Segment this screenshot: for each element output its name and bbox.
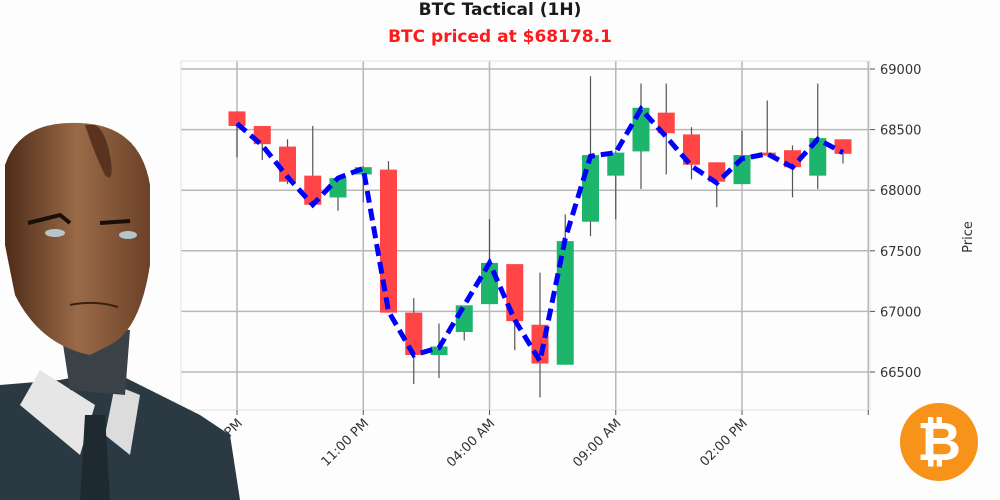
y-tick-label: 67000: [880, 305, 921, 320]
x-tick-label: 11:00 PM: [319, 416, 372, 469]
chart-title: BTC Tactical (1H): [418, 0, 582, 20]
candle: [304, 125, 322, 205]
candle-body: [354, 167, 372, 175]
y-axis-label: Price: [961, 221, 976, 253]
y-tick-label: 66500: [880, 366, 921, 381]
candle: [430, 323, 448, 379]
candle-body: [758, 152, 776, 156]
price-subtitle: BTC priced at $68178.1: [388, 27, 612, 47]
candle: [607, 151, 625, 220]
candle-body: [405, 312, 423, 356]
x-tick-label: 04:00 AM: [444, 416, 498, 470]
candle-body: [607, 152, 625, 176]
candle: [632, 83, 650, 189]
candle-body: [708, 162, 726, 182]
y-tick-label: 69000: [880, 63, 921, 78]
candle: [657, 83, 675, 175]
candle-body: [228, 111, 246, 126]
candle: [683, 127, 700, 180]
x-tick-label: 02:00 PM: [697, 416, 750, 469]
candle-body: [582, 155, 599, 222]
bitcoin-logo-icon: ₿: [900, 403, 978, 481]
x-tick-label: 09:00 AM: [570, 416, 624, 470]
candle-body: [380, 169, 397, 313]
robot-businessman-avatar: [0, 122, 240, 500]
close-price-line: [235, 104, 845, 368]
candle: [758, 100, 776, 156]
candle-body: [657, 112, 675, 134]
candle-body: [279, 146, 296, 182]
candle: [809, 83, 827, 189]
candle: [556, 214, 574, 365]
y-tick-label: 68000: [880, 184, 921, 199]
candle-body: [556, 241, 574, 365]
candle: [354, 165, 372, 203]
y-axis: 66500 67000 67500 68000 68500 69000: [870, 63, 921, 381]
candle-body: [834, 139, 852, 154]
candle: [329, 178, 347, 211]
plot-frame: [180, 60, 871, 411]
candle-body: [430, 346, 448, 356]
chart-grid: [181, 61, 870, 410]
candle: [405, 298, 423, 385]
candle-body: [683, 134, 700, 165]
candle-body: [329, 178, 347, 198]
candle: [228, 111, 246, 158]
candle: [380, 161, 397, 313]
y-tick-label: 68500: [880, 124, 921, 139]
y-tick-label: 67500: [880, 245, 921, 260]
